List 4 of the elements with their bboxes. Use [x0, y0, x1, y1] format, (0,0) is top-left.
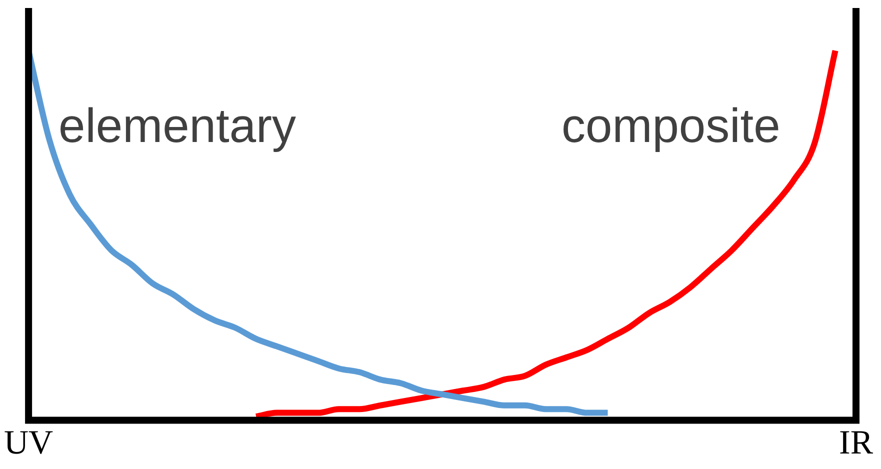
- x-tick-label: UV: [4, 424, 54, 462]
- series-label: composite: [562, 100, 780, 153]
- x-tick-label: IR: [839, 424, 874, 462]
- series-label: elementary: [58, 100, 296, 153]
